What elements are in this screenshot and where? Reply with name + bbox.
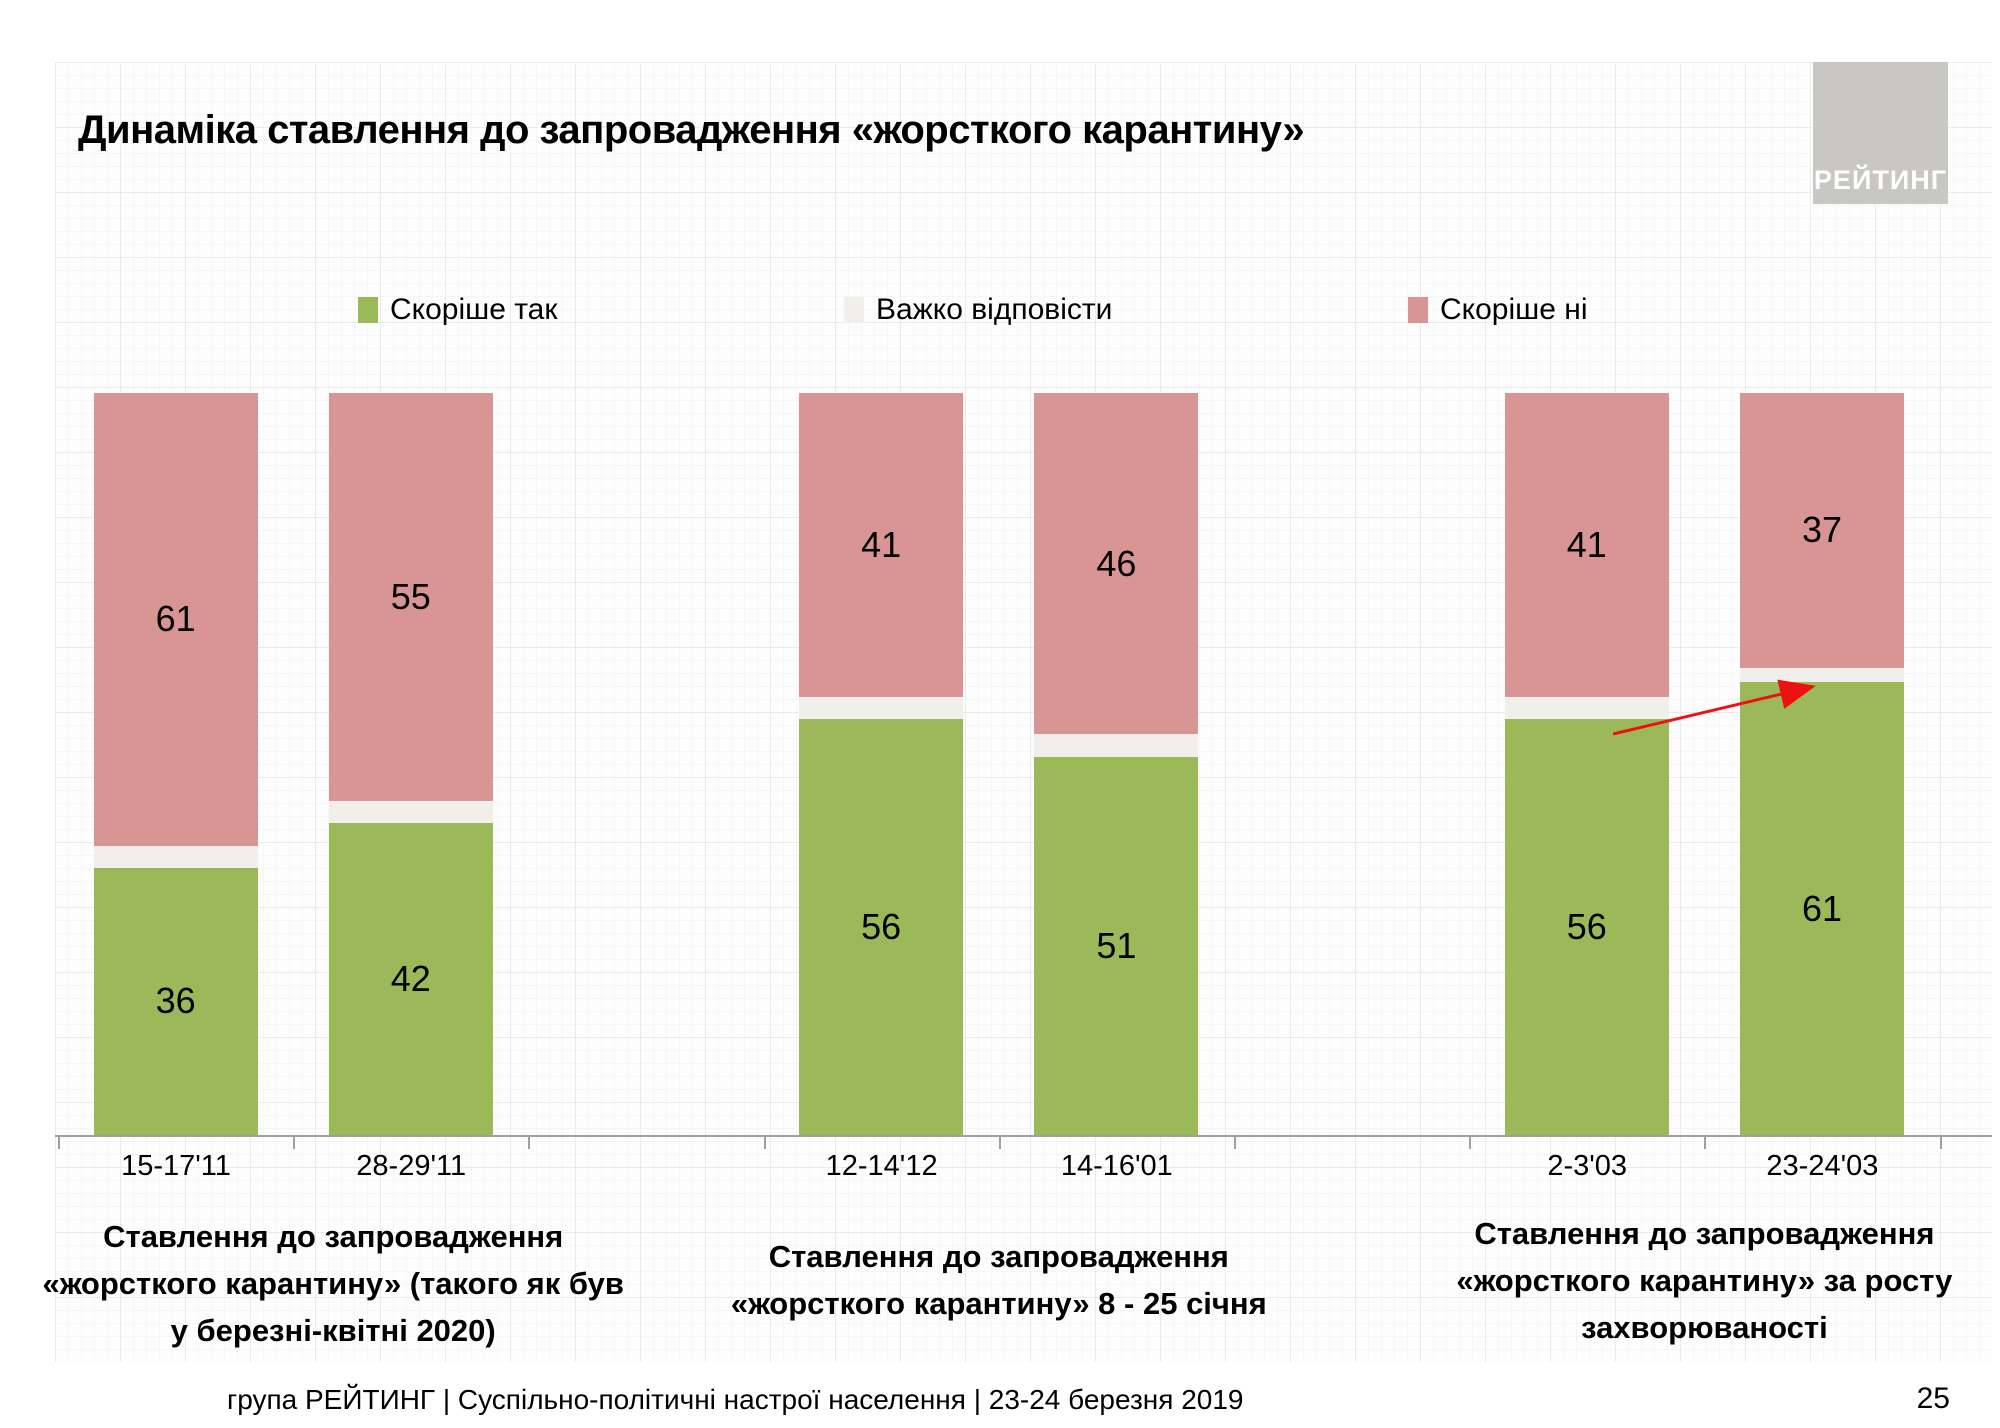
bar-value-label: 37 bbox=[1801, 509, 1843, 551]
legend-item: Важко відповісти bbox=[844, 293, 1113, 326]
legend-swatch-icon bbox=[358, 297, 378, 323]
bar-value-label: 51 bbox=[1096, 924, 1137, 966]
axis-tick bbox=[1234, 1137, 1236, 1149]
stacked-bar-14-16'01: 46 51 bbox=[1034, 393, 1199, 1135]
legend-label: Скоріше ні bbox=[1440, 293, 1588, 326]
bar-value-label: 46 bbox=[1096, 542, 1137, 584]
group-caption-line: «жорсткого карантину» за росту bbox=[1456, 1263, 1953, 1298]
x-axis-label: 23-24'03 bbox=[1766, 1150, 1879, 1182]
bar-segment: 56 bbox=[799, 719, 964, 1135]
axis-tick bbox=[1939, 1137, 1942, 1149]
stacked-bar-12-14'12: 41 56 bbox=[799, 393, 964, 1135]
trend-arrow bbox=[1612, 679, 1816, 736]
stacked-bar-23-24'03: 37 61 bbox=[1740, 393, 1904, 1135]
group-caption-line: захворюваності bbox=[1581, 1310, 1828, 1345]
group-caption-line: у березні-квітні 2020) bbox=[170, 1313, 496, 1348]
bar-value-label: 56 bbox=[1566, 906, 1607, 948]
x-axis-label: 14-16'01 bbox=[1060, 1150, 1173, 1182]
bar-segment: 56 bbox=[1504, 719, 1669, 1135]
axis-tick bbox=[293, 1137, 296, 1149]
group-caption-line: Ставлення до запровадження bbox=[1474, 1216, 1935, 1251]
axis-tick bbox=[998, 1137, 1001, 1149]
group-caption-line: Ставлення до запровадження bbox=[768, 1239, 1229, 1274]
bar-segment: 41 bbox=[1504, 393, 1669, 698]
page-title: Динаміка ставлення до запровадження «жор… bbox=[78, 108, 1305, 152]
bar-value-label: 42 bbox=[390, 958, 431, 1000]
bar-segment: 46 bbox=[1034, 393, 1199, 735]
x-axis-label: 28-29'11 bbox=[356, 1150, 467, 1182]
bar-segment bbox=[1034, 734, 1199, 757]
axis-tick bbox=[1704, 1137, 1707, 1149]
grid-background bbox=[55, 62, 1992, 1362]
legend-swatch-icon bbox=[1408, 297, 1428, 323]
bar-segment: 42 bbox=[328, 823, 493, 1135]
group-caption-line: «жорсткого карантину» 8 - 25 січня bbox=[730, 1286, 1267, 1321]
axis-tick bbox=[528, 1137, 531, 1149]
axis-tick bbox=[58, 1137, 60, 1149]
bar-segment: 41 bbox=[799, 393, 964, 698]
bar-segment: 51 bbox=[1034, 756, 1199, 1135]
bar-segment: 61 bbox=[1740, 682, 1904, 1135]
legend-label: Важко відповісти bbox=[876, 293, 1113, 326]
rating-logo-label: РЕЙТИНГ bbox=[1813, 165, 1948, 195]
legend-label: Скоріше так bbox=[390, 293, 558, 326]
group-caption: Ставлення до запровадження «жорсткого кар… bbox=[1374, 1210, 2000, 1351]
stacked-bar-15-17'11: 61 36 bbox=[93, 393, 258, 1135]
legend-item: Скоріше ні bbox=[1408, 293, 1588, 326]
bar-segment bbox=[1504, 697, 1669, 720]
bar-segment bbox=[93, 845, 258, 868]
bar-value-label: 56 bbox=[861, 906, 902, 948]
bar-segment: 37 bbox=[1740, 393, 1904, 668]
page-number: 25 bbox=[1916, 1382, 1950, 1415]
rating-logo: РЕЙТИНГ bbox=[1813, 62, 1948, 204]
bar-segment bbox=[799, 697, 964, 720]
bar-segment: 36 bbox=[93, 867, 258, 1135]
stacked-bar-2-3'03: 41 56 bbox=[1504, 393, 1669, 1135]
bar-segment bbox=[1740, 667, 1904, 683]
bar-segment: 55 bbox=[328, 393, 493, 802]
stacked-bar-28-29'11: 55 42 bbox=[328, 393, 493, 1135]
group-caption-line: Ставлення до запровадження bbox=[103, 1219, 564, 1254]
group-caption: Ставлення до запровадження «жорсткого кар… bbox=[669, 1233, 1329, 1327]
footer-source: група РЕЙТИНГ | Суспільно-політичні наст… bbox=[227, 1384, 1244, 1415]
bar-value-label: 61 bbox=[1801, 887, 1843, 929]
group-caption-line: «жорсткого карантину» (такого як був bbox=[42, 1266, 624, 1301]
x-axis-label: 12-14'12 bbox=[825, 1150, 938, 1182]
x-axis-label: 15-17'11 bbox=[121, 1150, 231, 1182]
bar-value-label: 41 bbox=[861, 524, 902, 566]
axis-tick bbox=[763, 1137, 766, 1149]
bar-value-label: 55 bbox=[390, 576, 431, 618]
axis-tick bbox=[1469, 1137, 1472, 1149]
group-caption: Ставлення до запровадження «жорсткого кар… bbox=[3, 1213, 663, 1354]
bar-segment bbox=[328, 801, 493, 824]
legend-item: Скоріше так bbox=[358, 293, 558, 326]
legend-swatch-icon bbox=[844, 297, 864, 323]
bar-value-label: 41 bbox=[1566, 524, 1607, 566]
x-axis-label: 2-3'03 bbox=[1547, 1150, 1628, 1182]
bar-segment: 61 bbox=[93, 393, 258, 846]
x-axis-line bbox=[55, 1135, 1992, 1137]
bar-value-label: 36 bbox=[155, 980, 196, 1022]
bar-value-label: 61 bbox=[155, 598, 196, 640]
